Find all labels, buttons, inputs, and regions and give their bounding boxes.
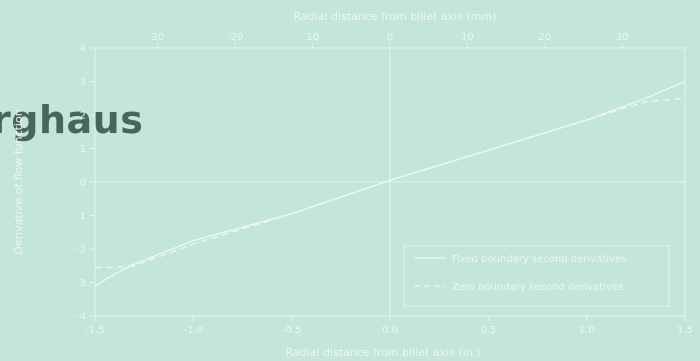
y-tick-label: -3 xyxy=(76,278,86,289)
top-tick-label: 20 xyxy=(538,32,551,43)
watermark-logo: rghaus xyxy=(0,98,144,142)
top-tick-label: 30 xyxy=(616,32,629,43)
series-line-zero-boundary xyxy=(95,97,686,269)
y-axis-label: Derivative of flow function xyxy=(12,109,25,254)
top-axis-ticks: 30 -20 10 0 10 20 30 xyxy=(151,32,629,48)
top-tick-label: -20 xyxy=(227,32,243,43)
legend-box xyxy=(403,245,670,307)
x-tick-label: -1.5 xyxy=(85,325,105,336)
y-tick-label: -4 xyxy=(76,312,86,323)
legend-label-zero: Zero boundary second derivatives xyxy=(452,282,623,293)
x-tick-label: -1.0 xyxy=(184,325,204,336)
top-tick-label: 0 xyxy=(387,32,393,43)
top-tick-label: 10 xyxy=(306,32,319,43)
top-axis-label: Radial distance from billet axis (mm) xyxy=(294,10,497,23)
legend-label-fixed: Fixed boundary second derivatives xyxy=(452,254,626,265)
y-tick-label: 1 xyxy=(80,144,86,155)
x-tick-label: 0.0 xyxy=(382,325,398,336)
y-tick-label: 4 xyxy=(80,44,86,55)
x-axis-label: Radial distance from billet axis (in.) xyxy=(285,346,480,359)
series-lines xyxy=(94,80,686,287)
y-tick-label: 3 xyxy=(80,77,86,88)
y-axis-ticks: -4 -3 -2 -1 0 1 2 3 4 xyxy=(76,44,95,323)
legend: Fixed boundary second derivatives Zero b… xyxy=(403,245,670,307)
top-tick-label: 30 xyxy=(151,32,164,43)
x-tick-label: 0.5 xyxy=(480,325,496,336)
y-tick-label: 0 xyxy=(80,178,86,189)
y-tick-label: -2 xyxy=(76,245,86,256)
x-tick-label: 1.5 xyxy=(677,325,693,336)
y-tick-label: 2 xyxy=(80,111,86,122)
x-tick-label: -0.5 xyxy=(282,325,302,336)
top-tick-label: 10 xyxy=(461,32,474,43)
x-axis-ticks: -1.5 -1.0 -0.5 0.0 0.5 1.0 1.5 xyxy=(85,316,693,336)
y-tick-label: -1 xyxy=(76,211,86,222)
zero-lines xyxy=(95,48,685,316)
x-tick-label: 1.0 xyxy=(579,325,595,336)
